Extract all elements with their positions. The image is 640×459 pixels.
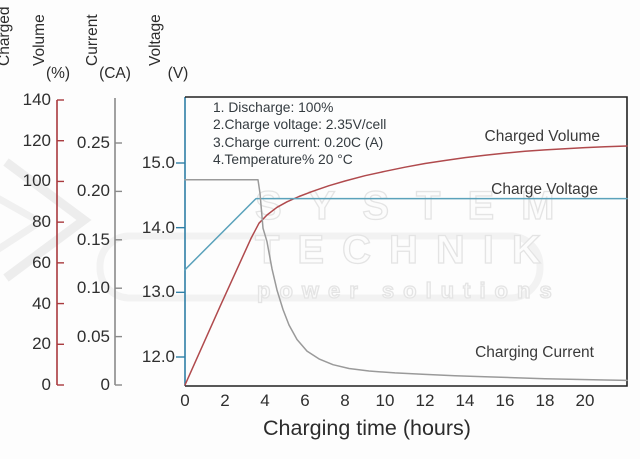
charging-current-curve-label: Charging Current [475, 344, 594, 361]
x-tick-14: 14 [455, 391, 475, 410]
watermark-text-system: SYSTEM [254, 183, 582, 228]
series-charge-voltage [184, 197, 628, 271]
condition-discharge: 1. Discharge: 100% [213, 100, 334, 115]
y-tick-volume-120: 120 [22, 130, 51, 150]
y-tick-volume-140: 140 [22, 90, 51, 109]
series-charged-volume [184, 145, 628, 386]
y-tick-current-0.10: 0.10 [76, 278, 110, 298]
y-tick-volume-40: 40 [32, 293, 51, 313]
y-tick-voltage-14.0: 14.0 [141, 217, 175, 237]
condition-charge-current: 3.Charge current: 0.20C (A) [213, 134, 384, 150]
x-tick-2: 2 [220, 391, 230, 410]
watermark-chevron-small-icon [0, 195, 47, 253]
x-tick-16: 16 [495, 391, 515, 410]
plot-border [185, 96, 628, 387]
watermark-chevron-icon [3, 158, 92, 282]
x-tick-6: 6 [300, 391, 310, 410]
x-tick-8: 8 [340, 391, 350, 410]
y-tick-current-0.20: 0.20 [76, 181, 110, 201]
x-tick-10: 10 [375, 391, 395, 410]
y-tick-current-0.25: 0.25 [76, 133, 110, 152]
y-tick-volume-80: 80 [32, 212, 51, 232]
axis-title-voltage: Voltage [147, 14, 164, 66]
y-tick-volume-0: 0 [41, 375, 51, 394]
condition-temperature: 4.Temperature% 20 °C [213, 151, 353, 167]
y-tick-voltage-15.0: 15.0 [141, 153, 175, 172]
axis-unit-ca: (CA) [99, 65, 131, 82]
y-tick-current-0.15: 0.15 [76, 229, 110, 249]
axis-title-charged: Charged [0, 6, 13, 66]
y-tick-voltage-12.0: 12.0 [141, 347, 175, 366]
y-tick-volume-20: 20 [32, 334, 51, 354]
x-axis-title: Charging time (hours) [263, 416, 471, 440]
y-tick-volume-60: 60 [32, 252, 51, 272]
axis-title-volume: Volume [31, 14, 48, 66]
x-tick-18: 18 [535, 391, 555, 410]
x-tick-4: 4 [260, 391, 270, 410]
y-tick-volume-100: 100 [22, 171, 51, 191]
watermark-text-technik: TECHNIK [254, 227, 559, 272]
y-tick-voltage-13.0: 13.0 [141, 282, 175, 302]
axis-unit-percent: (%) [45, 65, 71, 82]
condition-charge-voltage: 2.Charge voltage: 2.35V/cell [213, 117, 387, 133]
charged-volume-curve-label: Charged Volume [484, 128, 600, 145]
watermark-text-power-solutions: power solutions [256, 277, 561, 303]
x-tick-0: 0 [180, 391, 190, 410]
series-charging-current [184, 179, 628, 382]
y-tick-current-0.05: 0.05 [76, 326, 110, 346]
watermark-capsule-icon [96, 232, 544, 302]
test-conditions-annotation: 1. Discharge: 100% 2.Charge voltage: 2.3… [213, 99, 386, 168]
x-tick-20: 20 [575, 391, 595, 410]
axis-unit-v: (V) [167, 65, 189, 82]
y-tick-current-0: 0 [100, 375, 110, 394]
x-tick-12: 12 [415, 391, 435, 410]
charge-voltage-curve-label: Charge Voltage [491, 181, 598, 198]
axis-title-current: Current [84, 14, 101, 66]
